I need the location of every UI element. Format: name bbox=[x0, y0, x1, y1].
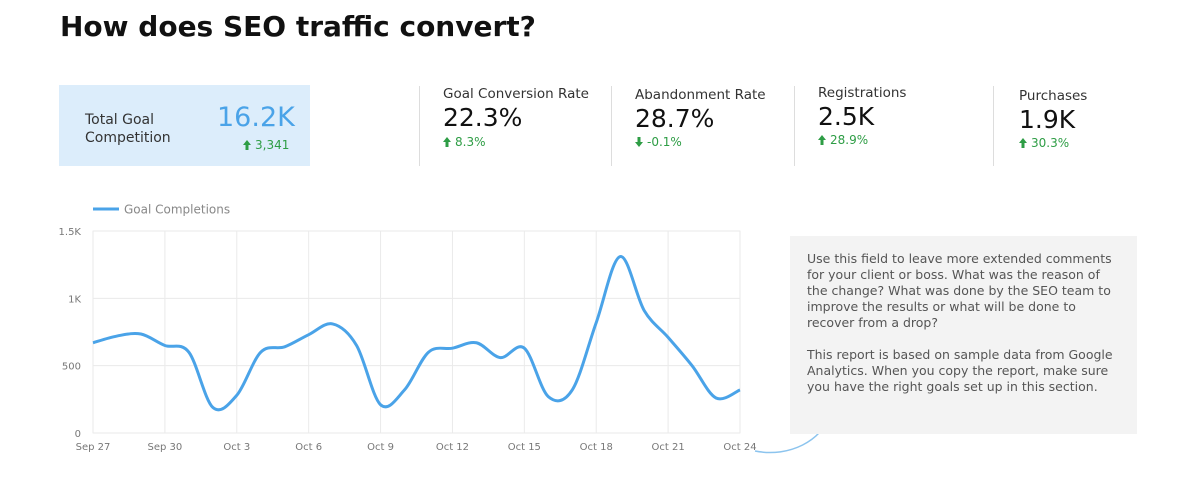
kpi-change-value: 8.3% bbox=[455, 135, 486, 149]
x-tick-label: Sep 27 bbox=[76, 442, 111, 453]
trend-arrow bbox=[443, 137, 451, 147]
comment-paragraph: Use this field to leave more extended co… bbox=[807, 251, 1112, 330]
comment-paragraph: This report is based on sample data from… bbox=[807, 347, 1113, 394]
trend-arrow bbox=[818, 135, 826, 145]
x-tick-label: Oct 24 bbox=[723, 442, 756, 453]
trend-arrow bbox=[1019, 138, 1027, 148]
y-tick-label: 500 bbox=[62, 362, 81, 373]
kpi-value: 16.2K bbox=[217, 102, 295, 133]
legend-label: Goal Completions bbox=[124, 203, 230, 217]
kpi-value: 1.9K bbox=[1019, 105, 1076, 134]
x-tick-label: Oct 21 bbox=[652, 442, 685, 453]
divider bbox=[611, 86, 612, 166]
kpi-change: 30.3% bbox=[1019, 136, 1069, 150]
divider bbox=[419, 86, 420, 166]
kpi-change: 28.9% bbox=[818, 133, 868, 147]
x-tick-label: Oct 15 bbox=[508, 442, 541, 453]
kpi-change: 8.3% bbox=[443, 135, 486, 149]
kpi-change-value: 30.3% bbox=[1031, 136, 1070, 150]
kpi-change-value: 3,341 bbox=[255, 138, 290, 152]
series-line bbox=[92, 255, 741, 412]
plot-frame bbox=[92, 230, 741, 434]
x-tick-label: Oct 18 bbox=[580, 442, 613, 453]
x-tick-label: Sep 30 bbox=[148, 442, 183, 453]
kpi-label: Goal Conversion Rate bbox=[443, 86, 589, 102]
y-tick-label: 0 bbox=[75, 429, 81, 440]
kpi-change-value: 28.9% bbox=[830, 133, 869, 147]
x-tick-label: Oct 3 bbox=[223, 442, 250, 453]
trend-arrow bbox=[243, 140, 251, 150]
comment-text: Use this field to leave more extended co… bbox=[790, 236, 1137, 395]
kpi-label: Abandonment Rate bbox=[635, 87, 766, 103]
kpi-change: -0.1% bbox=[635, 135, 682, 149]
divider bbox=[993, 86, 994, 166]
comment-box: Use this field to leave more extended co… bbox=[790, 236, 1137, 434]
kpi-label: Total Goal Competition bbox=[85, 112, 171, 146]
kpi-highlight bbox=[59, 85, 310, 166]
x-tick-label: Oct 12 bbox=[436, 442, 469, 453]
kpi-value: 22.3% bbox=[443, 103, 523, 132]
kpi-value: 28.7% bbox=[635, 104, 715, 133]
y-tick-label: 1.5K bbox=[59, 227, 82, 238]
divider bbox=[794, 86, 795, 166]
trend-arrow bbox=[635, 137, 643, 147]
x-tick-label: Oct 9 bbox=[367, 442, 394, 453]
kpi-change-value: -0.1% bbox=[647, 135, 682, 149]
kpi-change: 3,341 bbox=[243, 138, 289, 152]
y-tick-label: 1K bbox=[68, 294, 81, 305]
kpi-label: Registrations bbox=[818, 85, 907, 101]
x-tick-label: Oct 6 bbox=[295, 442, 322, 453]
kpi-label: Purchases bbox=[1019, 88, 1088, 104]
page-title: How does SEO traffic convert? bbox=[60, 10, 536, 43]
kpi-value: 2.5K bbox=[818, 102, 875, 131]
